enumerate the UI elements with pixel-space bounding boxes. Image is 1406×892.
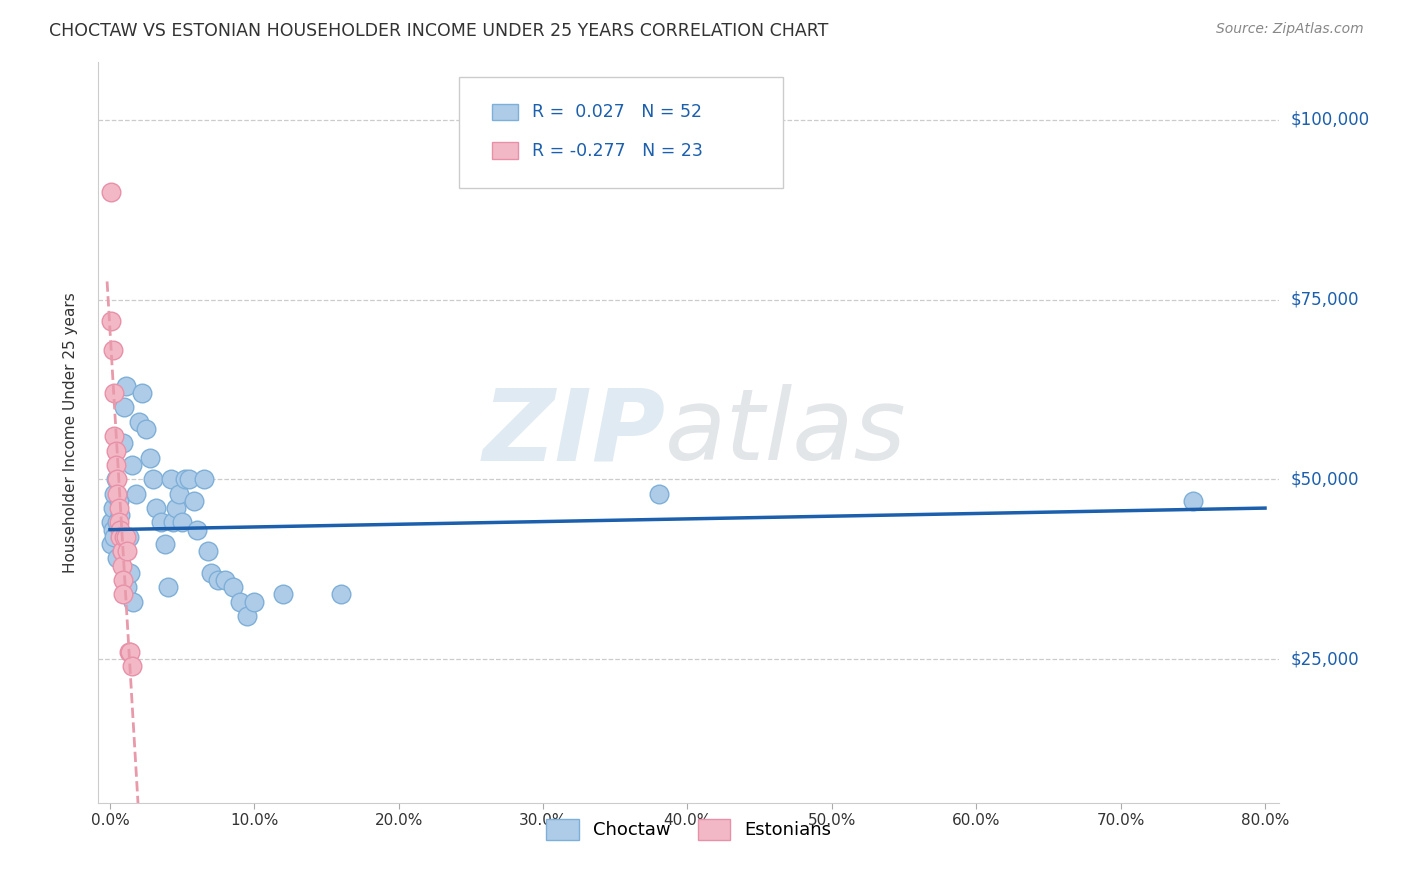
Point — [271, 587, 294, 601]
Point — [101, 523, 124, 537]
Point — [165, 501, 187, 516]
Point — [118, 645, 141, 659]
Point — [108, 530, 131, 544]
Point — [125, 486, 148, 500]
Point — [111, 573, 134, 587]
Point — [101, 343, 124, 357]
Point — [197, 544, 219, 558]
Point — [142, 472, 165, 486]
Point — [193, 472, 215, 486]
Point — [120, 645, 142, 659]
Point — [330, 587, 353, 601]
Point — [104, 443, 127, 458]
Point — [110, 544, 132, 558]
Point — [105, 551, 128, 566]
Text: R = -0.277   N = 23: R = -0.277 N = 23 — [531, 142, 703, 160]
Point — [100, 537, 122, 551]
Point — [107, 501, 129, 516]
Point — [121, 659, 143, 673]
Point — [110, 544, 132, 558]
Point — [103, 386, 125, 401]
Point — [108, 508, 131, 523]
Point — [131, 386, 153, 401]
Text: R =  0.027   N = 52: R = 0.027 N = 52 — [531, 103, 702, 121]
Point — [153, 537, 176, 551]
Point — [101, 501, 124, 516]
Point — [100, 516, 122, 530]
Point — [104, 458, 127, 472]
Point — [162, 516, 184, 530]
Point — [169, 486, 191, 500]
Point — [1181, 494, 1204, 508]
Text: atlas: atlas — [665, 384, 907, 481]
Point — [103, 429, 125, 443]
Point — [103, 530, 125, 544]
Point — [115, 379, 138, 393]
Text: $100,000: $100,000 — [1291, 111, 1369, 129]
Point — [107, 494, 129, 508]
Point — [236, 608, 259, 623]
Point — [105, 516, 128, 530]
Point — [128, 415, 150, 429]
Text: CHOCTAW VS ESTONIAN HOUSEHOLDER INCOME UNDER 25 YEARS CORRELATION CHART: CHOCTAW VS ESTONIAN HOUSEHOLDER INCOME U… — [49, 22, 828, 40]
Text: ZIP: ZIP — [482, 384, 665, 481]
Text: Source: ZipAtlas.com: Source: ZipAtlas.com — [1216, 22, 1364, 37]
Text: $25,000: $25,000 — [1291, 650, 1360, 668]
Point — [112, 401, 135, 415]
Point — [186, 523, 208, 537]
Point — [100, 185, 122, 199]
Point — [207, 573, 229, 587]
Y-axis label: Householder Income Under 25 years: Householder Income Under 25 years — [63, 293, 77, 573]
Point — [118, 530, 141, 544]
Point — [174, 472, 197, 486]
Point — [222, 580, 245, 594]
Legend: Choctaw, Estonians: Choctaw, Estonians — [538, 812, 839, 847]
Point — [115, 530, 138, 544]
Point — [200, 566, 222, 580]
Text: $75,000: $75,000 — [1291, 291, 1360, 309]
Point — [105, 486, 128, 500]
Point — [112, 530, 135, 544]
Point — [121, 458, 143, 472]
Point — [214, 573, 236, 587]
Point — [183, 494, 205, 508]
Point — [117, 544, 139, 558]
Point — [105, 472, 128, 486]
Point — [145, 501, 167, 516]
Point — [108, 523, 131, 537]
Bar — [492, 103, 517, 120]
Point — [156, 580, 179, 594]
Point — [139, 450, 162, 465]
Point — [103, 486, 125, 500]
Point — [107, 516, 129, 530]
Text: $50,000: $50,000 — [1291, 470, 1360, 488]
Point — [229, 594, 252, 608]
Point — [111, 587, 134, 601]
Bar — [492, 143, 517, 159]
Point — [179, 472, 201, 486]
Point — [159, 472, 181, 486]
Point — [243, 594, 266, 608]
Point — [110, 558, 132, 573]
Point — [122, 594, 145, 608]
Point — [149, 516, 172, 530]
Point — [135, 422, 157, 436]
Point — [100, 314, 122, 328]
Point — [111, 436, 134, 450]
Point — [120, 566, 142, 580]
FancyBboxPatch shape — [458, 78, 783, 188]
Point — [104, 472, 127, 486]
Point — [172, 516, 194, 530]
Point — [647, 486, 669, 500]
Point — [117, 580, 139, 594]
